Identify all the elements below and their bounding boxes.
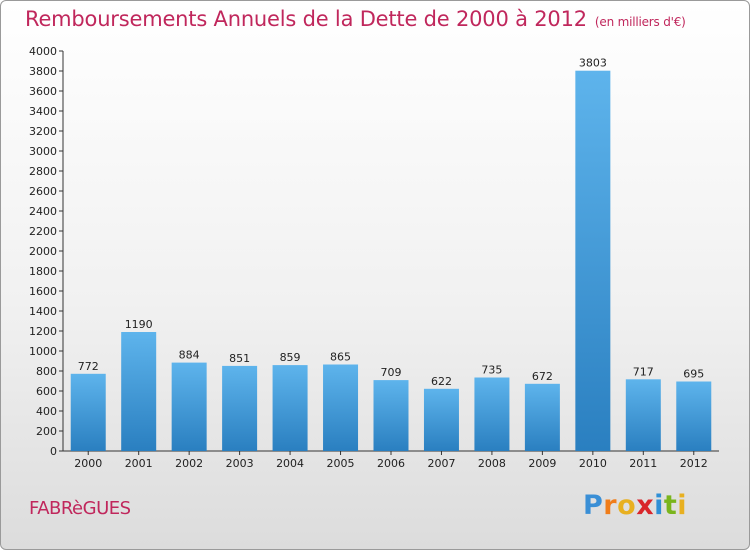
data-label: 859 <box>280 351 301 364</box>
chart-bars <box>70 70 712 451</box>
logo-letter: t <box>663 490 678 521</box>
logo-letter: i <box>654 490 664 521</box>
y-tick-label: 600 <box>36 385 57 398</box>
y-tick-label: 4000 <box>29 45 57 58</box>
chart-data-labels: 772 1190 884 851 859 865 709 622 735 672 3803 717 69… <box>78 57 705 388</box>
bar <box>373 380 409 451</box>
bar <box>423 388 459 451</box>
data-label: 1190 <box>125 318 153 331</box>
x-tick-label: 2003 <box>226 457 254 470</box>
data-label: 717 <box>633 365 654 378</box>
y-tick-label: 2600 <box>29 185 57 198</box>
y-tick-label: 1000 <box>29 345 57 358</box>
data-label: 709 <box>381 366 402 379</box>
y-tick-label: 3600 <box>29 85 57 98</box>
bar <box>121 332 157 451</box>
logo-letter: x <box>636 490 655 521</box>
data-label: 851 <box>229 352 250 365</box>
data-label: 865 <box>330 351 351 364</box>
y-tick-label: 800 <box>36 365 57 378</box>
logo-letter: i <box>677 490 688 521</box>
bar <box>474 377 510 451</box>
y-tick-label: 2200 <box>29 225 57 238</box>
data-label: 772 <box>78 360 99 373</box>
y-tick-label: 3200 <box>29 125 57 138</box>
proxiti-logo: Proxiti <box>583 490 687 521</box>
x-tick-label: 2001 <box>125 457 153 470</box>
x-tick-label: 2007 <box>427 457 455 470</box>
x-tick-label: 2009 <box>528 457 556 470</box>
x-tick-label: 2006 <box>377 457 405 470</box>
bar <box>70 373 106 451</box>
data-label: 672 <box>532 370 553 383</box>
chart-subtitle: (en milliers d'€) <box>594 15 686 29</box>
data-label: 622 <box>431 375 452 388</box>
y-tick-label: 2000 <box>29 245 57 258</box>
y-tick-label: 3400 <box>29 105 57 118</box>
logo-letter: o <box>617 490 637 521</box>
y-tick-label: 3000 <box>29 145 57 158</box>
bar <box>171 362 207 451</box>
bar <box>323 364 359 451</box>
data-label: 884 <box>179 349 200 362</box>
bar <box>272 365 308 451</box>
x-tick-label: 2000 <box>74 457 102 470</box>
y-tick-label: 1800 <box>29 265 57 278</box>
y-tick-label: 2800 <box>29 165 57 178</box>
x-tick-label: 2005 <box>327 457 355 470</box>
data-label: 695 <box>683 368 704 381</box>
chart-axes: 0 200 400 600 800 1000 1200 1400 1600 1800 2000 220… <box>29 45 719 470</box>
y-tick-label: 0 <box>50 445 57 458</box>
chart-title: Remboursements Annuels de la Dette de 20… <box>25 7 686 31</box>
logo-letter: r <box>603 490 618 521</box>
x-tick-label: 2008 <box>478 457 506 470</box>
y-tick-label: 2400 <box>29 205 57 218</box>
x-tick-label: 2012 <box>680 457 708 470</box>
x-tick-label: 2010 <box>579 457 607 470</box>
x-tick-label: 2002 <box>175 457 203 470</box>
chart-title-text: Remboursements Annuels de la Dette de 20… <box>25 7 587 31</box>
bar <box>676 381 712 451</box>
x-tick-label: 2011 <box>629 457 657 470</box>
x-tick-label: 2004 <box>276 457 304 470</box>
y-tick-label: 1200 <box>29 325 57 338</box>
logo-letter: P <box>583 490 604 521</box>
bar <box>625 379 661 451</box>
y-tick-label: 3800 <box>29 65 57 78</box>
bar <box>524 383 560 451</box>
bar <box>222 365 258 451</box>
y-tick-label: 1400 <box>29 305 57 318</box>
y-tick-label: 400 <box>36 405 57 418</box>
bar <box>575 70 611 451</box>
commune-name: FABRèGUES <box>29 498 131 519</box>
data-label: 3803 <box>579 57 607 70</box>
y-tick-label: 1600 <box>29 285 57 298</box>
y-tick-label: 200 <box>36 425 57 438</box>
data-label: 735 <box>481 364 502 377</box>
